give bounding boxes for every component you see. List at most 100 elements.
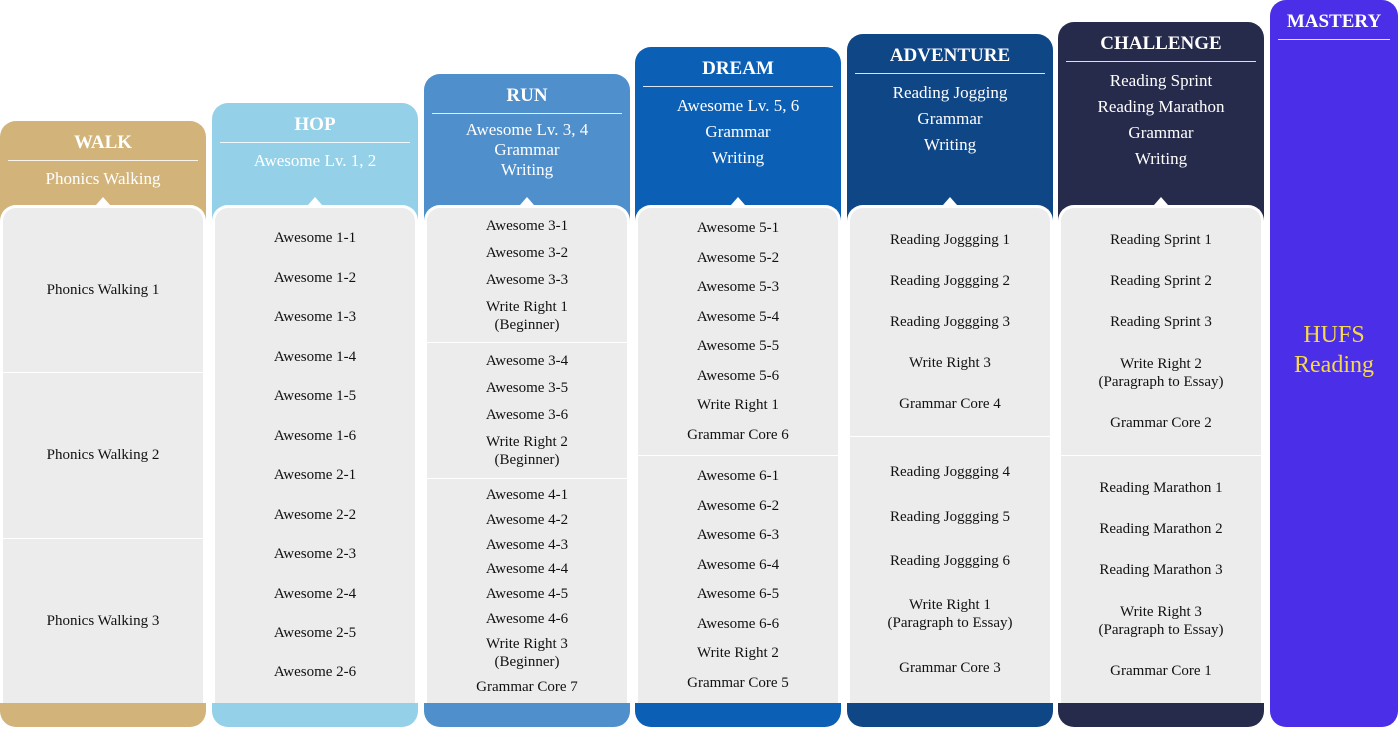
course-list: Awesome 1-1 Awesome 1-2 Awesome 1-3 Awesome… xyxy=(212,205,418,703)
course-line: Awesome 1-1 xyxy=(273,230,357,247)
course-line: Awesome 6-5 xyxy=(696,586,780,603)
level-subtitle: Phonics Walking xyxy=(45,169,161,188)
course-item: Awesome 3-5 xyxy=(427,379,627,397)
course-line: (Paragraph to Essay) xyxy=(887,615,1013,632)
course-line: Write Right 1 xyxy=(909,597,991,614)
course-line: Awesome 2-4 xyxy=(273,585,357,602)
course-item: Awesome 4-4 xyxy=(427,560,627,578)
level-subtitle: Grammar xyxy=(917,109,983,128)
course-item: Reading Joggging 2 xyxy=(850,272,1050,290)
course-line: (Beginner) xyxy=(494,316,560,333)
level-column: RUN Awesome Lv. 3, 4 Grammar Writing Awesome… xyxy=(424,74,630,727)
level-subtitle: Reading Jogging xyxy=(892,83,1008,102)
course-item: Phonics Walking 1 xyxy=(3,281,203,299)
course-line: Awesome 5-5 xyxy=(696,338,780,355)
course-line: Grammar Core 3 xyxy=(899,659,1001,676)
course-line: Awesome 5-2 xyxy=(696,249,780,266)
course-line: Reading Sprint 3 xyxy=(1110,314,1212,331)
title-rule xyxy=(1278,39,1390,40)
course-line: Awesome 4-6 xyxy=(485,611,569,628)
course-list: Reading Sprint 1 Reading Sprint 2 Reading … xyxy=(1058,205,1264,703)
mastery-column: MASTERY HUFS Reading xyxy=(1270,0,1398,727)
course-item: Write Right 3 xyxy=(850,354,1050,372)
course-item: Write Right 2 xyxy=(638,644,838,662)
course-item: Reading Marathon 2 xyxy=(1061,520,1261,538)
course-line: Write Right 3 xyxy=(909,355,991,371)
course-item: Awesome 5-3 xyxy=(638,278,838,296)
course-item: Awesome 2-6 xyxy=(215,663,415,681)
course-item: Phonics Walking 3 xyxy=(3,612,203,630)
course-line: Reading Joggging 6 xyxy=(890,552,1010,569)
course-line: Awesome 3-4 xyxy=(485,353,569,370)
course-line: Write Right 3 xyxy=(1120,603,1202,620)
course-item: Awesome 1-4 xyxy=(215,348,415,366)
course-item: Reading Marathon 1 xyxy=(1061,479,1261,497)
course-line: Awesome 5-4 xyxy=(696,308,780,325)
level-subtitle: Reading Sprint xyxy=(1109,71,1213,90)
course-item: Write Right 2 (Paragraph to Essay) xyxy=(1061,355,1261,391)
course-item: Awesome 2-4 xyxy=(215,585,415,603)
course-line: Grammar Core 2 xyxy=(1110,414,1212,431)
title-rule xyxy=(1066,61,1256,62)
course-line: Grammar Core 6 xyxy=(687,426,789,443)
pointer xyxy=(943,197,957,205)
course-group: Awesome 6-1 Awesome 6-2 Awesome 6-3 Awesome… xyxy=(638,456,838,703)
level-title: CHALLENGE xyxy=(1100,33,1222,54)
course-line: Awesome 1-4 xyxy=(273,348,357,365)
course-line: Grammar Core 1 xyxy=(1110,662,1212,679)
course-line: Write Right 2 xyxy=(1120,355,1202,372)
course-item: Awesome 4-1 xyxy=(427,486,627,504)
level-subtitle: Awesome Lv. 1, 2 xyxy=(253,151,377,170)
course-item: Awesome 5-6 xyxy=(638,367,838,385)
course-item: Write Right 2 (Beginner) xyxy=(427,433,627,469)
course-item: Awesome 6-1 xyxy=(638,467,838,485)
level-subtitle: Grammar xyxy=(494,140,560,159)
course-item: Reading Sprint 1 xyxy=(1061,231,1261,249)
course-line: Awesome 6-6 xyxy=(696,615,780,632)
course-item: Awesome 4-2 xyxy=(427,511,627,529)
course-item: Awesome 1-1 xyxy=(215,229,415,247)
mastery-text: HUFS xyxy=(1303,322,1365,348)
course-line: Awesome 2-1 xyxy=(273,467,357,484)
course-item: Awesome 5-5 xyxy=(638,337,838,355)
course-line: Phonics Walking 1 xyxy=(46,282,160,299)
course-item: Awesome 3-6 xyxy=(427,406,627,424)
course-line: Reading Marathon 1 xyxy=(1099,480,1223,497)
pointer xyxy=(96,197,110,205)
course-group: Awesome 4-1 Awesome 4-2 Awesome 4-3 Awesome… xyxy=(427,479,627,703)
course-item: Awesome 6-3 xyxy=(638,526,838,544)
course-list: Reading Joggging 1 Reading Joggging 2 Read… xyxy=(847,205,1053,703)
course-item: Grammar Core 4 xyxy=(850,395,1050,413)
course-group: Awesome 3-1 Awesome 3-2 Awesome 3-3 Write R… xyxy=(427,208,627,344)
course-item: Grammar Core 1 xyxy=(1061,662,1261,680)
course-line: Awesome 2-2 xyxy=(273,506,357,523)
course-line: Awesome 1-3 xyxy=(273,309,357,326)
course-group: Reading Sprint 1 Reading Sprint 2 Reading … xyxy=(1061,208,1261,456)
level-title: DREAM xyxy=(702,58,774,79)
course-line: Reading Marathon 3 xyxy=(1099,562,1223,579)
course-line: Phonics Walking 2 xyxy=(46,447,160,464)
course-line: Awesome 2-6 xyxy=(273,664,357,681)
course-line: Awesome 1-2 xyxy=(273,269,357,286)
course-list: Awesome 3-1 Awesome 3-2 Awesome 3-3 Write R… xyxy=(424,205,630,703)
course-line: (Beginner) xyxy=(494,452,560,469)
level-subtitle: Writing xyxy=(1134,149,1188,168)
course-line: (Beginner) xyxy=(494,654,560,671)
title-rule xyxy=(855,73,1045,74)
course-line: Reading Joggging 1 xyxy=(890,232,1010,248)
course-item: Awesome 6-4 xyxy=(638,556,838,574)
course-item: Write Right 1 (Beginner) xyxy=(427,298,627,334)
course-group: Phonics Walking 3 xyxy=(3,539,203,703)
course-item: Phonics Walking 2 xyxy=(3,446,203,464)
course-group: Reading Joggging 4 Reading Joggging 5 Read… xyxy=(850,437,1050,703)
course-line: (Paragraph to Essay) xyxy=(1098,373,1224,390)
course-line: Write Right 2 xyxy=(486,434,568,451)
course-item: Reading Joggging 5 xyxy=(850,508,1050,526)
course-line: Phonics Walking 3 xyxy=(46,612,160,629)
course-item: Reading Sprint 3 xyxy=(1061,313,1261,331)
course-item: Reading Joggging 6 xyxy=(850,552,1050,570)
level-subtitle: Awesome Lv. 3, 4 xyxy=(465,120,589,139)
level-title: HOP xyxy=(294,114,336,135)
level-subtitle: Writing xyxy=(500,160,554,179)
course-line: Awesome 4-3 xyxy=(485,536,569,553)
